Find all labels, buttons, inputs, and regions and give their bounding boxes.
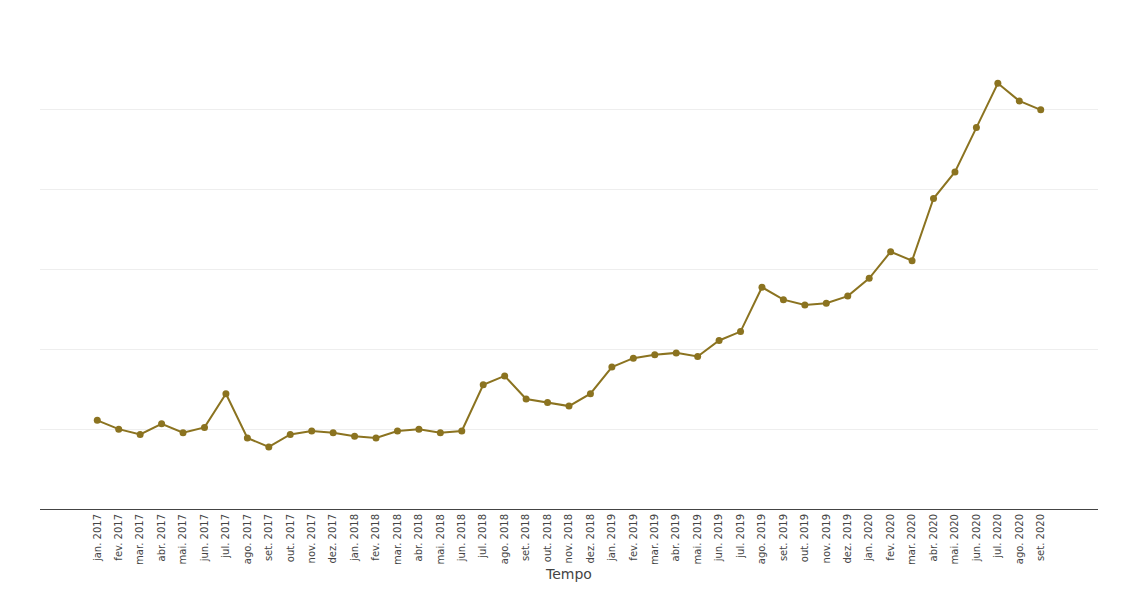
svg-text:mar. 2017: mar. 2017	[134, 514, 145, 565]
svg-text:fev. 2017: fev. 2017	[113, 514, 124, 561]
svg-text:jan. 2017: jan. 2017	[92, 514, 103, 562]
svg-text:mar. 2018: mar. 2018	[392, 514, 403, 565]
svg-text:jun. 2020: jun. 2020	[971, 514, 982, 562]
svg-text:ago. 2017: ago. 2017	[242, 514, 253, 564]
svg-text:nov. 2019: nov. 2019	[821, 514, 832, 563]
svg-text:jul. 2018: jul. 2018	[477, 514, 488, 559]
svg-text:out. 2019: out. 2019	[799, 514, 810, 562]
svg-text:abr. 2018: abr. 2018	[413, 514, 424, 561]
svg-text:set. 2020: set. 2020	[1035, 514, 1046, 561]
svg-text:Tempo: Tempo	[545, 566, 592, 582]
svg-text:fev. 2019: fev. 2019	[628, 514, 639, 561]
svg-text:set. 2018: set. 2018	[520, 514, 531, 561]
svg-text:fev. 2018: fev. 2018	[370, 514, 381, 561]
svg-text:dez. 2017: dez. 2017	[327, 514, 338, 564]
svg-text:jan. 2019: jan. 2019	[606, 514, 617, 562]
svg-text:set. 2017: set. 2017	[263, 514, 274, 561]
svg-text:abr. 2020: abr. 2020	[928, 514, 939, 561]
svg-text:nov. 2018: nov. 2018	[563, 514, 574, 563]
svg-text:jun. 2019: jun. 2019	[713, 514, 724, 562]
svg-text:nov. 2017: nov. 2017	[306, 514, 317, 563]
svg-text:out. 2018: out. 2018	[542, 514, 553, 562]
svg-text:jul. 2017: jul. 2017	[220, 514, 231, 559]
svg-text:dez. 2019: dez. 2019	[842, 514, 853, 564]
svg-text:mai. 2019: mai. 2019	[692, 514, 703, 564]
svg-text:set. 2019: set. 2019	[778, 514, 789, 561]
svg-text:ago. 2018: ago. 2018	[499, 514, 510, 564]
svg-text:dez. 2018: dez. 2018	[585, 514, 596, 564]
svg-text:jan. 2020: jan. 2020	[863, 514, 874, 562]
svg-text:mai. 2020: mai. 2020	[949, 514, 960, 564]
svg-text:jul. 2020: jul. 2020	[992, 514, 1003, 559]
svg-text:abr. 2017: abr. 2017	[156, 514, 167, 561]
svg-text:jan. 2018: jan. 2018	[349, 514, 360, 562]
svg-text:jun. 2018: jun. 2018	[456, 514, 467, 562]
svg-text:jun. 2017: jun. 2017	[199, 514, 210, 562]
svg-text:mai. 2018: mai. 2018	[435, 514, 446, 564]
svg-text:fev. 2020: fev. 2020	[885, 514, 896, 561]
svg-text:mai. 2017: mai. 2017	[177, 514, 188, 564]
svg-text:abr. 2019: abr. 2019	[670, 514, 681, 561]
svg-text:ago. 2019: ago. 2019	[756, 514, 767, 564]
svg-text:ago. 2020: ago. 2020	[1014, 514, 1025, 564]
svg-text:mar. 2020: mar. 2020	[906, 514, 917, 565]
svg-text:mar. 2019: mar. 2019	[649, 514, 660, 565]
svg-text:jul. 2019: jul. 2019	[735, 514, 746, 559]
svg-text:out. 2017: out. 2017	[285, 514, 296, 562]
